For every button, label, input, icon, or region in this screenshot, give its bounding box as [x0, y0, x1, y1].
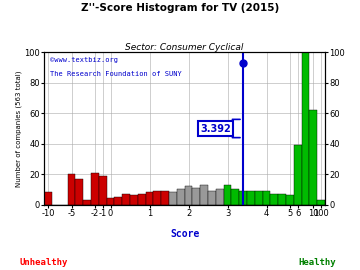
- Text: ©www.textbiz.org: ©www.textbiz.org: [50, 57, 118, 63]
- Bar: [44, 192, 52, 204]
- Text: The Research Foundation of SUNY: The Research Foundation of SUNY: [50, 71, 181, 77]
- Bar: [185, 186, 193, 204]
- Bar: [146, 192, 153, 204]
- Text: 3.392: 3.392: [200, 123, 231, 133]
- Bar: [107, 198, 114, 204]
- Bar: [99, 176, 107, 204]
- X-axis label: Score: Score: [170, 229, 199, 239]
- Title: Sector: Consumer Cyclical: Sector: Consumer Cyclical: [125, 43, 244, 52]
- Bar: [270, 194, 278, 204]
- Text: Unhealthy: Unhealthy: [19, 258, 67, 266]
- Bar: [216, 189, 224, 204]
- Bar: [114, 197, 122, 204]
- Bar: [231, 189, 239, 204]
- Bar: [68, 174, 75, 204]
- Bar: [193, 188, 200, 204]
- Bar: [153, 191, 161, 204]
- Text: Z''-Score Histogram for TV (2015): Z''-Score Histogram for TV (2015): [81, 3, 279, 13]
- Bar: [130, 195, 138, 204]
- Bar: [310, 110, 317, 204]
- Bar: [91, 173, 99, 204]
- Bar: [200, 185, 208, 204]
- Bar: [208, 191, 216, 204]
- Bar: [161, 191, 169, 204]
- Bar: [122, 194, 130, 204]
- Bar: [177, 189, 185, 204]
- Bar: [83, 200, 91, 204]
- Bar: [75, 179, 83, 204]
- Bar: [169, 192, 177, 204]
- Bar: [247, 191, 255, 204]
- Text: Healthy: Healthy: [298, 258, 336, 266]
- Bar: [278, 194, 286, 204]
- Bar: [286, 195, 294, 204]
- Bar: [302, 52, 310, 204]
- Bar: [255, 191, 263, 204]
- Bar: [239, 191, 247, 204]
- Bar: [317, 200, 325, 204]
- Bar: [138, 194, 146, 204]
- Bar: [263, 191, 270, 204]
- Bar: [294, 145, 302, 204]
- Bar: [224, 185, 231, 204]
- Y-axis label: Number of companies (563 total): Number of companies (563 total): [15, 70, 22, 187]
